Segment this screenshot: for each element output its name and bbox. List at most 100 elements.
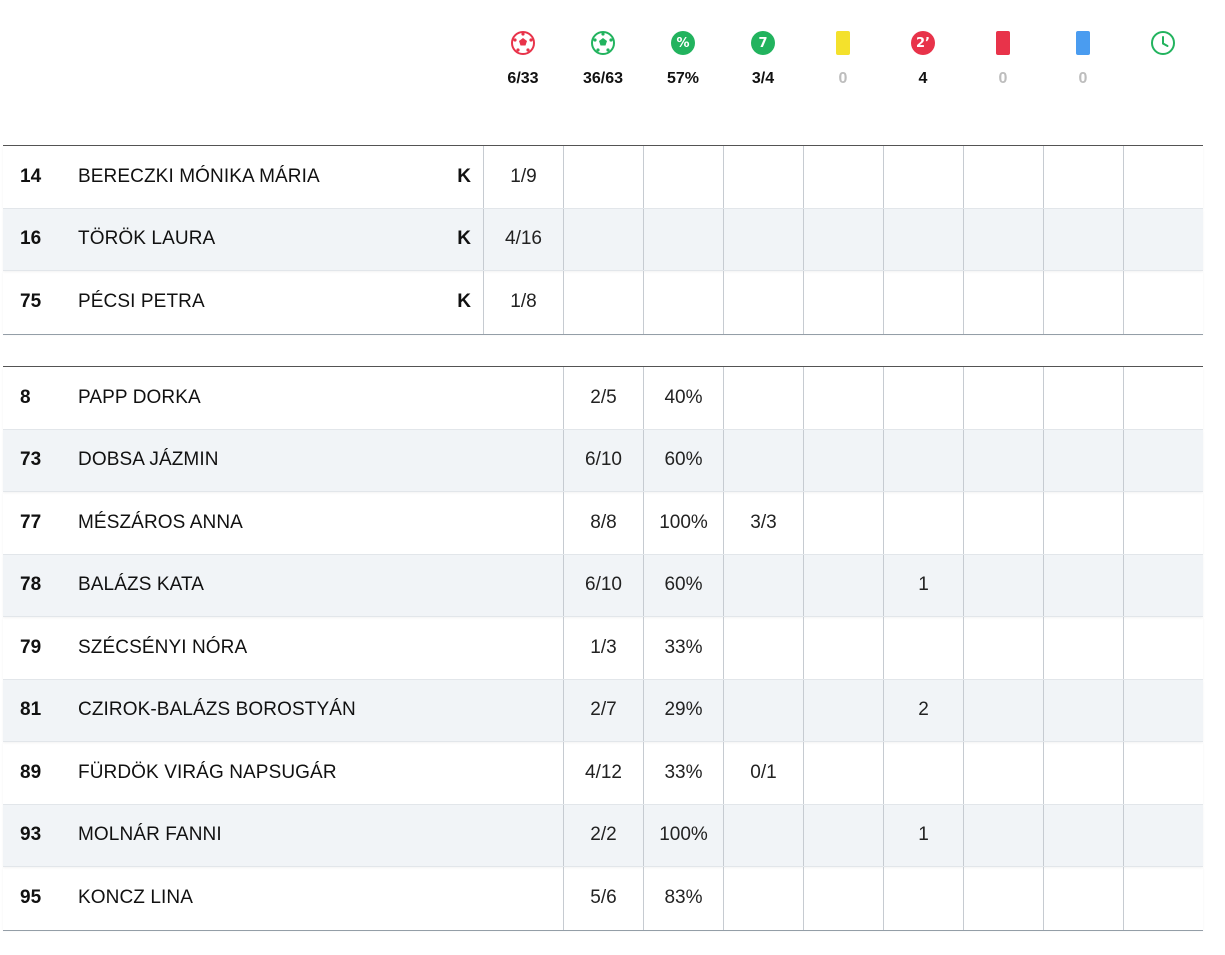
table-row[interactable]: 16 TÖRÖK LAURA K 4/16: [3, 208, 1203, 271]
player-name[interactable]: PÉCSI PETRA: [78, 291, 205, 313]
player-name[interactable]: BALÁZS KATA: [78, 574, 205, 596]
player-name[interactable]: TÖRÖK LAURA: [78, 228, 216, 250]
time-cell: [1123, 804, 1203, 866]
blue-card-cell: [1043, 867, 1123, 930]
empty-cell: [803, 208, 883, 270]
summary-percent-value: 57%: [666, 70, 700, 87]
blue-card-cell: [1043, 804, 1123, 866]
two-minute-cell: [883, 617, 963, 679]
table-row[interactable]: 79 SZÉCSÉNYI NÓRA 1/3 33%: [3, 617, 1203, 680]
blue-card-cell: [1043, 429, 1123, 491]
player-name[interactable]: PAPP DORKA: [78, 386, 201, 408]
blue-card-icon: [1076, 31, 1090, 55]
table-row[interactable]: 8 PAPP DORKA 2/5 40%: [3, 367, 1203, 430]
blue-card-cell: [1043, 367, 1123, 429]
blue-card-cell: [1043, 554, 1123, 616]
player-name[interactable]: MÉSZÁROS ANNA: [78, 511, 243, 533]
two-minute-cell: [883, 367, 963, 429]
summary-col-percent: % 57%: [643, 30, 723, 88]
table-row[interactable]: 78 BALÁZS KATA 6/10 60% 1: [3, 554, 1203, 617]
red-card-cell: [963, 804, 1043, 866]
goalkeeper-badge: K: [457, 228, 471, 250]
goals-cell: 8/8: [563, 492, 643, 554]
yellow-card-cell: [803, 804, 883, 866]
two-minute-cell: [883, 742, 963, 804]
red-card-cell: [963, 742, 1043, 804]
percent-cell: 100%: [643, 804, 723, 866]
player-name[interactable]: BERECZKI MÓNIKA MÁRIA: [78, 165, 320, 187]
summary-yellow-value: 0: [838, 70, 848, 87]
player-name[interactable]: KONCZ LINA: [78, 887, 194, 909]
player-name[interactable]: CZIROK-BALÁZS BOROSTYÁN: [78, 699, 356, 721]
red-card-icon: [996, 31, 1010, 55]
table-row[interactable]: 81 CZIROK-BALÁZS BOROSTYÁN 2/7 29% 2: [3, 679, 1203, 742]
saves-cell: 1/8: [483, 271, 563, 334]
table-row[interactable]: 75 PÉCSI PETRA K 1/8: [3, 271, 1203, 334]
yellow-card-cell: [803, 367, 883, 429]
red-card-cell: [963, 867, 1043, 930]
two-minute-cell: 1: [883, 554, 963, 616]
seven-meter-cell: [723, 429, 803, 491]
empty-cell: [1123, 208, 1203, 270]
empty-cell: [1043, 208, 1123, 270]
percent-icon: %: [671, 31, 695, 55]
red-card-cell: [963, 429, 1043, 491]
goals-cell: 1/3: [563, 617, 643, 679]
seven-meter-icon: 7: [751, 31, 775, 55]
yellow-card-cell: [803, 867, 883, 930]
empty-cell: [643, 208, 723, 270]
empty-cell: [963, 208, 1043, 270]
empty-cell: [643, 271, 723, 334]
summary-two-minute-value: 4: [918, 70, 928, 87]
blue-card-cell: [1043, 742, 1123, 804]
blue-card-cell: [1043, 617, 1123, 679]
table-row[interactable]: 77 MÉSZÁROS ANNA 8/8 100% 3/3: [3, 492, 1203, 555]
empty-cell: [723, 271, 803, 334]
summary-saves-value: 6/33: [507, 70, 539, 87]
player-name[interactable]: MOLNÁR FANNI: [78, 824, 222, 846]
empty-cell: [883, 208, 963, 270]
red-card-cell: [963, 554, 1043, 616]
summary-col-blue: 0: [1043, 30, 1123, 88]
player-number: 78: [20, 574, 42, 596]
table-row[interactable]: 89 FÜRDÖK VIRÁG NAPSUGÁR 4/12 33% 0/1: [3, 742, 1203, 805]
table-row[interactable]: 95 KONCZ LINA 5/6 83%: [3, 867, 1203, 930]
player-name[interactable]: FÜRDÖK VIRÁG NAPSUGÁR: [78, 761, 337, 783]
blue-card-cell: [1043, 492, 1123, 554]
empty-cell: [723, 146, 803, 208]
seven-meter-cell: 0/1: [723, 742, 803, 804]
time-cell: [1123, 867, 1203, 930]
table-row[interactable]: 93 MOLNÁR FANNI 2/2 100% 1: [3, 804, 1203, 867]
player-number: 81: [20, 699, 42, 721]
empty-cell: [1123, 146, 1203, 208]
empty-cell: [883, 271, 963, 334]
summary-col-red: 0: [963, 30, 1043, 88]
summary-col-yellow: 0: [803, 30, 883, 88]
player-number: 77: [20, 511, 42, 533]
two-minute-cell: [883, 429, 963, 491]
goals-cell: 2/2: [563, 804, 643, 866]
table-row[interactable]: 73 DOBSA JÁZMIN 6/10 60%: [3, 429, 1203, 492]
blue-card-cell: [1043, 679, 1123, 741]
empty-cell: [963, 271, 1043, 334]
goalkeeper-badge: K: [457, 291, 471, 313]
player-name[interactable]: DOBSA JÁZMIN: [78, 449, 219, 471]
empty-cell: [723, 208, 803, 270]
summary-goals-value: 36/63: [582, 70, 624, 87]
summary-seven-value: 3/4: [751, 70, 775, 87]
goals-cell: 6/10: [563, 554, 643, 616]
seven-meter-cell: [723, 679, 803, 741]
red-card-cell: [963, 617, 1043, 679]
percent-cell: 40%: [643, 367, 723, 429]
goals-cell: 2/5: [563, 367, 643, 429]
two-minute-cell: [883, 492, 963, 554]
player-name[interactable]: SZÉCSÉNYI NÓRA: [78, 636, 248, 658]
empty-cell: [643, 146, 723, 208]
empty-cell: [1043, 271, 1123, 334]
table-row[interactable]: 14 BERECZKI MÓNIKA MÁRIA K 1/9: [3, 146, 1203, 209]
saves-cell: 1/9: [483, 146, 563, 208]
player-number: 75: [20, 291, 42, 313]
yellow-card-cell: [803, 679, 883, 741]
two-minute-cell: [883, 867, 963, 930]
empty-cell: [963, 146, 1043, 208]
